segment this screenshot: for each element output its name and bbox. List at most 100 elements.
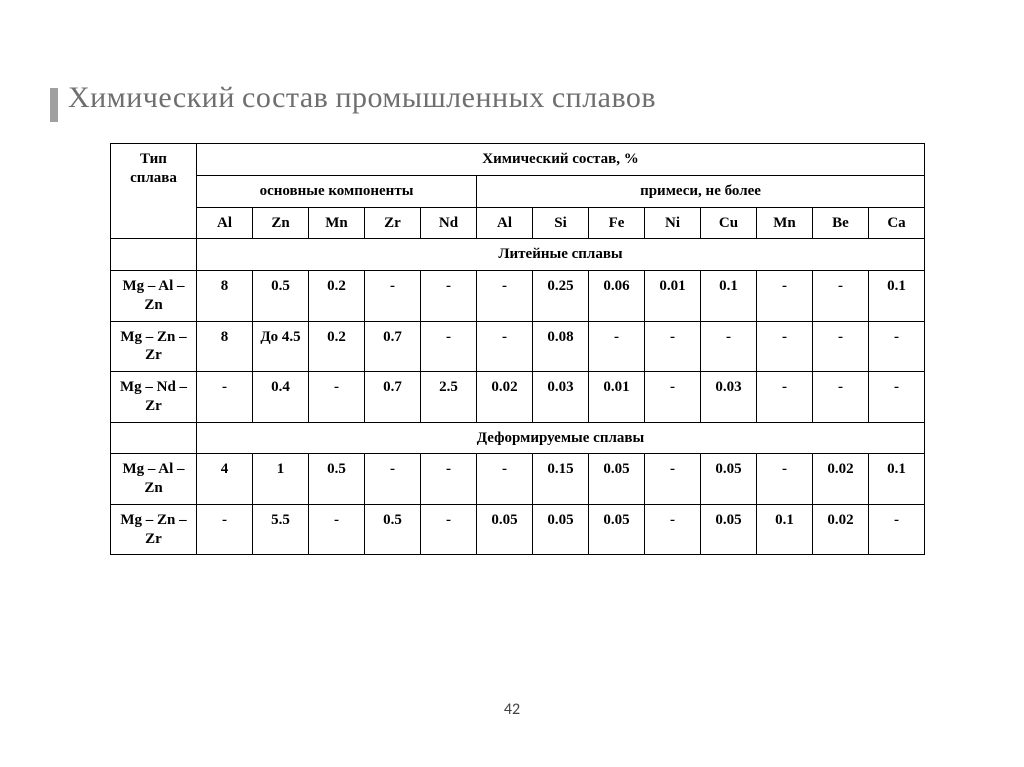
cell: 5.5 <box>253 504 309 555</box>
cell: - <box>309 504 365 555</box>
cell: - <box>421 504 477 555</box>
cell: - <box>869 504 925 555</box>
table-header-row-3: Al Zn Mn Zr Nd Al Si Fe Ni Cu Mn Be Ca <box>111 207 925 239</box>
header-impurities: примеси, не более <box>477 175 925 207</box>
cell: 0.15 <box>533 454 589 505</box>
cell: 0.1 <box>757 504 813 555</box>
col-main-1: Zn <box>253 207 309 239</box>
cell: - <box>645 372 701 423</box>
cell: 0.2 <box>309 271 365 322</box>
slide: Химический состав промышленных сплавов Т… <box>0 0 1024 767</box>
cell: 0.02 <box>813 454 869 505</box>
section-title: Деформируемые сплавы <box>197 422 925 454</box>
cell: 1 <box>253 454 309 505</box>
col-main-2: Mn <box>309 207 365 239</box>
cell: - <box>645 454 701 505</box>
cell: 0.05 <box>477 504 533 555</box>
cell: - <box>757 271 813 322</box>
cell: 0.02 <box>813 504 869 555</box>
cell: 0.25 <box>533 271 589 322</box>
header-composition: Химический состав, % <box>197 144 925 176</box>
cell: - <box>421 321 477 372</box>
cell: 4 <box>197 454 253 505</box>
header-type: Тип сплава <box>111 144 197 239</box>
cell: 0.05 <box>533 504 589 555</box>
row-type: Mg – Al – Zn <box>111 271 197 322</box>
page-title: Химический состав промышленных сплавов <box>68 80 974 115</box>
cell: - <box>477 271 533 322</box>
cell: 0.4 <box>253 372 309 423</box>
cell: - <box>365 271 421 322</box>
cell: 8 <box>197 271 253 322</box>
section-row: Литейные сплавы <box>111 239 925 271</box>
cell: 0.02 <box>477 372 533 423</box>
cell: 0.05 <box>701 454 757 505</box>
cell: - <box>589 321 645 372</box>
section-empty-cell <box>111 239 197 271</box>
cell: 0.01 <box>645 271 701 322</box>
cell: 0.1 <box>701 271 757 322</box>
cell: 0.1 <box>869 454 925 505</box>
col-imp-2: Fe <box>589 207 645 239</box>
cell: - <box>365 454 421 505</box>
cell: - <box>757 321 813 372</box>
cell: - <box>421 454 477 505</box>
cell: - <box>197 372 253 423</box>
cell: - <box>757 372 813 423</box>
row-type: Mg – Nd – Zr <box>111 372 197 423</box>
table-row: Mg – Zn – Zr 8 До 4.5 0.2 0.7 - - 0.08 -… <box>111 321 925 372</box>
cell: - <box>757 454 813 505</box>
cell: - <box>197 504 253 555</box>
row-type: Mg – Zn – Zr <box>111 504 197 555</box>
cell: 0.5 <box>309 454 365 505</box>
row-type: Mg – Zn – Zr <box>111 321 197 372</box>
table-row: Mg – Al – Zn 8 0.5 0.2 - - - 0.25 0.06 0… <box>111 271 925 322</box>
col-imp-5: Mn <box>757 207 813 239</box>
cell: 0.03 <box>533 372 589 423</box>
cell: - <box>645 321 701 372</box>
section-row: Деформируемые сплавы <box>111 422 925 454</box>
cell: 0.03 <box>701 372 757 423</box>
col-imp-3: Ni <box>645 207 701 239</box>
cell: - <box>701 321 757 372</box>
table-row: Mg – Zn – Zr - 5.5 - 0.5 - 0.05 0.05 0.0… <box>111 504 925 555</box>
col-imp-1: Si <box>533 207 589 239</box>
cell: 0.5 <box>253 271 309 322</box>
cell: - <box>813 321 869 372</box>
cell: - <box>477 454 533 505</box>
header-main-components: основные компоненты <box>197 175 477 207</box>
cell: 8 <box>197 321 253 372</box>
cell: - <box>421 271 477 322</box>
col-imp-7: Ca <box>869 207 925 239</box>
cell: 0.7 <box>365 372 421 423</box>
cell: 2.5 <box>421 372 477 423</box>
cell: 0.2 <box>309 321 365 372</box>
table-header-row-1: Тип сплава Химический состав, % <box>111 144 925 176</box>
cell: - <box>813 271 869 322</box>
cell: - <box>645 504 701 555</box>
cell: 0.08 <box>533 321 589 372</box>
cell: 0.5 <box>365 504 421 555</box>
cell: 0.1 <box>869 271 925 322</box>
cell: 0.05 <box>589 454 645 505</box>
table-row: Mg – Nd – Zr - 0.4 - 0.7 2.5 0.02 0.03 0… <box>111 372 925 423</box>
col-imp-6: Be <box>813 207 869 239</box>
cell: 0.01 <box>589 372 645 423</box>
section-empty-cell <box>111 422 197 454</box>
col-main-0: Al <box>197 207 253 239</box>
table-header-row-2: основные компоненты примеси, не более <box>111 175 925 207</box>
row-type: Mg – Al – Zn <box>111 454 197 505</box>
cell: - <box>869 372 925 423</box>
alloy-table: Тип сплава Химический состав, % основные… <box>110 143 925 555</box>
alloy-table-wrap: Тип сплава Химический состав, % основные… <box>110 143 974 555</box>
cell: - <box>309 372 365 423</box>
cell: 0.7 <box>365 321 421 372</box>
table-row: Mg – Al – Zn 4 1 0.5 - - - 0.15 0.05 - 0… <box>111 454 925 505</box>
cell: - <box>477 321 533 372</box>
section-title: Литейные сплавы <box>197 239 925 271</box>
col-main-3: Zr <box>365 207 421 239</box>
cell: 0.05 <box>701 504 757 555</box>
col-main-4: Nd <box>421 207 477 239</box>
col-imp-0: Al <box>477 207 533 239</box>
title-accent-bar <box>50 88 58 122</box>
